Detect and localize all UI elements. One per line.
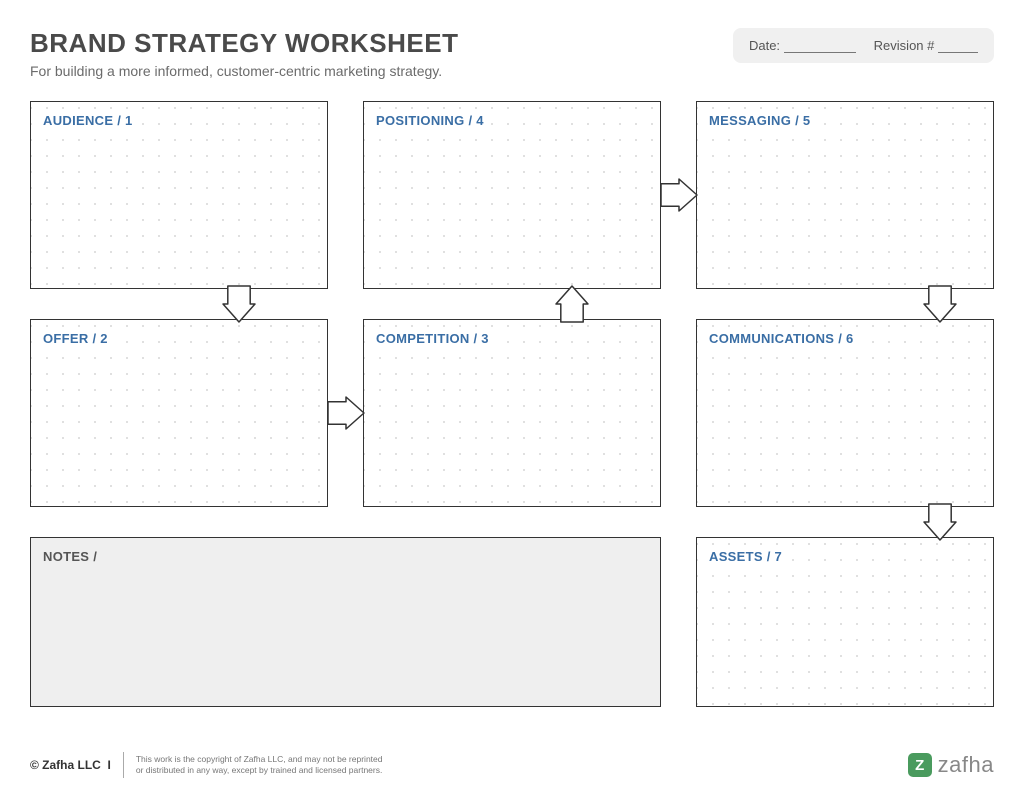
box-messaging[interactable]: MESSAGING / 5 bbox=[696, 101, 994, 289]
copyright-text: © Zafha LLC I bbox=[30, 758, 111, 772]
box-label-offer: OFFER / 2 bbox=[43, 331, 114, 346]
box-label-notes: NOTES / bbox=[43, 549, 97, 564]
legal-text: This work is the copyright of Zafha LLC,… bbox=[136, 754, 383, 776]
footer-left: © Zafha LLC I This work is the copyright… bbox=[30, 752, 382, 778]
date-field[interactable]: Date: bbox=[749, 38, 856, 53]
title-block: BRAND STRATEGY WORKSHEET For building a … bbox=[30, 28, 459, 79]
logo-mark-icon: Z bbox=[908, 753, 932, 777]
revision-label: Revision # bbox=[874, 38, 935, 53]
box-label-assets: ASSETS / 7 bbox=[709, 549, 788, 564]
box-audience[interactable]: AUDIENCE / 1 bbox=[30, 101, 328, 289]
revision-field[interactable]: Revision # bbox=[874, 38, 978, 53]
date-label: Date: bbox=[749, 38, 780, 53]
date-revision-box: Date: Revision # bbox=[733, 28, 994, 63]
arrow-audience-to-offer bbox=[219, 284, 259, 324]
logo-wordmark: zafha bbox=[938, 752, 994, 778]
box-competition[interactable]: COMPETITION / 3 bbox=[363, 319, 661, 507]
worksheet-page: BRAND STRATEGY WORKSHEET For building a … bbox=[0, 0, 1024, 792]
arrow-offer-to-competition bbox=[326, 393, 366, 433]
box-label-positioning: POSITIONING / 4 bbox=[376, 113, 490, 128]
arrow-communications-to-assets bbox=[920, 502, 960, 542]
page-title: BRAND STRATEGY WORKSHEET bbox=[30, 28, 459, 59]
footer-divider bbox=[123, 752, 124, 778]
arrow-positioning-to-messaging bbox=[659, 175, 699, 215]
revision-blank-line bbox=[938, 41, 978, 53]
date-blank-line bbox=[784, 41, 856, 53]
box-notes[interactable]: NOTES / bbox=[30, 537, 661, 707]
box-label-competition: COMPETITION / 3 bbox=[376, 331, 495, 346]
box-label-messaging: MESSAGING / 5 bbox=[709, 113, 816, 128]
arrow-messaging-to-communications bbox=[920, 284, 960, 324]
box-assets[interactable]: ASSETS / 7 bbox=[696, 537, 994, 707]
header-row: BRAND STRATEGY WORKSHEET For building a … bbox=[30, 28, 994, 79]
box-positioning[interactable]: POSITIONING / 4 bbox=[363, 101, 661, 289]
footer: © Zafha LLC I This work is the copyright… bbox=[30, 752, 994, 778]
box-label-communications: COMMUNICATIONS / 6 bbox=[709, 331, 860, 346]
worksheet-canvas: AUDIENCE / 1 OFFER / 2 POSITIONING / 4 COMP… bbox=[30, 101, 994, 721]
box-label-audience: AUDIENCE / 1 bbox=[43, 113, 139, 128]
box-communications[interactable]: COMMUNICATIONS / 6 bbox=[696, 319, 994, 507]
box-offer[interactable]: OFFER / 2 bbox=[30, 319, 328, 507]
page-subtitle: For building a more informed, customer-c… bbox=[30, 63, 459, 79]
arrow-competition-to-positioning bbox=[552, 284, 592, 324]
brand-logo: Z zafha bbox=[908, 752, 994, 778]
